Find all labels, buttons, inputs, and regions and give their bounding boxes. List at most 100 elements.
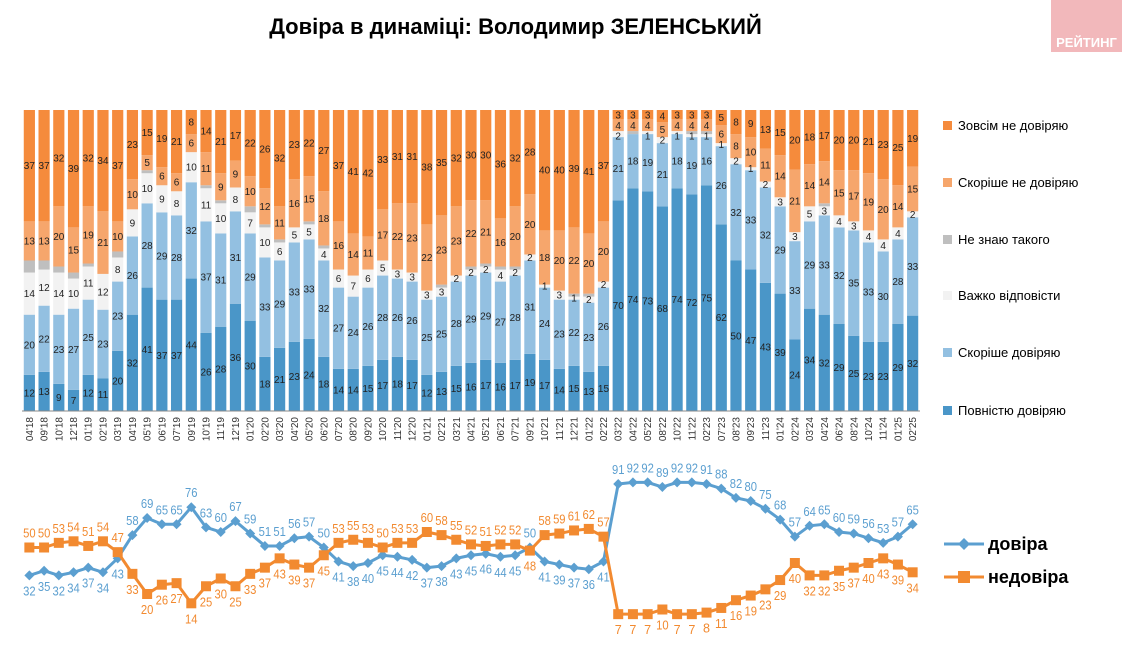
data-label: 43 (111, 566, 124, 581)
bar-value-label: 10 (215, 214, 227, 225)
data-point (436, 561, 447, 572)
bar-value-label: 5 (718, 113, 724, 124)
bar-segment (156, 299, 168, 411)
bar-01'24: 15 14 3 29 39 (774, 110, 787, 411)
data-point (848, 528, 859, 539)
bar-value-label: 2 (733, 157, 739, 168)
bar-segment (215, 233, 227, 327)
bar-value-label: 8 (733, 118, 739, 129)
bar-segment (539, 359, 551, 411)
legend-label: довіра (988, 534, 1048, 554)
bar-value-label: 4 (615, 121, 621, 132)
data-label: 55 (347, 518, 360, 533)
bar-value-label: 12 (24, 388, 36, 399)
bar-value-label: 3 (777, 197, 783, 208)
bar-value-label: 70 (613, 301, 625, 312)
data-label: 32 (818, 583, 831, 598)
legend-swatch (943, 291, 952, 300)
bar-value-label: 5 (660, 125, 666, 136)
bar-segment (347, 296, 359, 369)
bar-value-label: 34 (97, 156, 109, 167)
bar-segment (862, 242, 875, 342)
data-point (701, 478, 712, 489)
bar-segment (553, 299, 565, 369)
bar-value-label: 32 (83, 154, 95, 165)
bar-value-label: 32 (274, 154, 286, 165)
x-tick-label: 03'24 (805, 417, 816, 442)
bar-segment (774, 110, 786, 156)
bar-segment (583, 233, 595, 294)
bar-12'18: 39 15 10 27 7 (67, 110, 80, 411)
x-tick-label: 08'23 (731, 417, 742, 442)
data-point (642, 609, 653, 620)
bar-value-label: 43 (760, 342, 772, 353)
bar-value-label: 10 (245, 187, 257, 198)
bar-segment (259, 356, 271, 411)
data-label: 53 (53, 521, 66, 536)
bar-07'23: 5 61 26 62 (715, 110, 727, 411)
bar-segment (421, 374, 433, 411)
bar-value-label: 22 (392, 232, 404, 243)
bar-segment (494, 269, 507, 282)
x-tick-label: 01'19 (84, 417, 95, 442)
data-label: 50 (524, 526, 537, 541)
data-label: 39 (892, 573, 905, 588)
bar-segment (509, 275, 521, 360)
bar-segment (185, 278, 197, 411)
data-label: 62 (583, 507, 596, 522)
bar-value-label: 24 (304, 370, 316, 381)
bar-value-label: 23 (554, 330, 566, 341)
bar-segment (185, 134, 197, 153)
bar-01'19: 32 19 11 25 12 (82, 110, 95, 411)
bar-value-label: 39 (775, 348, 787, 359)
bar-segment (274, 347, 286, 411)
data-label: 41 (538, 569, 551, 584)
bar-segment (480, 110, 492, 201)
bar-value-label: 3 (615, 111, 621, 122)
bar-segment (597, 365, 610, 411)
bar-segment (730, 158, 742, 165)
data-label: 57 (892, 515, 905, 530)
bar-value-label: 16 (701, 157, 713, 168)
data-point (83, 562, 94, 573)
bar-value-label: 21 (657, 170, 669, 181)
bar-segment (862, 230, 875, 243)
bar-value-label: 29 (804, 261, 816, 272)
bar-segment (759, 110, 772, 149)
bar-segment (862, 110, 875, 174)
legend-swatch (943, 235, 952, 244)
bar-segment (215, 173, 227, 201)
data-label: 40 (362, 571, 375, 586)
bar-segment (759, 282, 772, 411)
bar-segment (377, 110, 389, 210)
x-tick-label: 03'21 (452, 417, 463, 442)
bar-segment (112, 281, 124, 351)
data-point (333, 556, 344, 567)
bar-value-label: 19 (863, 197, 875, 208)
bar-value-label: 3 (822, 206, 828, 217)
x-tick-label: 10'22 (673, 417, 684, 442)
legend-label: Повністю довіряю (958, 403, 1066, 418)
bar-value-label: 4 (498, 271, 504, 282)
data-point (421, 562, 432, 573)
bar-value-label: 10 (127, 190, 139, 201)
bar-value-label: 26 (362, 322, 374, 333)
bar-segment (274, 110, 286, 207)
bar-value-label: 23 (878, 372, 890, 383)
bar-value-label: 16 (289, 199, 301, 210)
data-point (436, 530, 447, 541)
bar-value-label: 25 (83, 333, 95, 344)
bar-value-label: 22 (245, 139, 257, 150)
bar-value-label: 33 (789, 286, 801, 297)
bar-value-label: 18 (539, 253, 551, 264)
bar-value-label: 24 (539, 319, 551, 330)
bar-segment (686, 110, 698, 120)
bar-segment (303, 338, 315, 411)
data-label: 92 (686, 460, 699, 475)
bar-segment (259, 227, 271, 258)
bar-segment (377, 209, 389, 261)
x-tick-label: 07'19 (172, 417, 183, 442)
bar-value-label: 34 (804, 355, 816, 366)
bar-segment (833, 215, 845, 228)
bar-segment (583, 110, 595, 234)
